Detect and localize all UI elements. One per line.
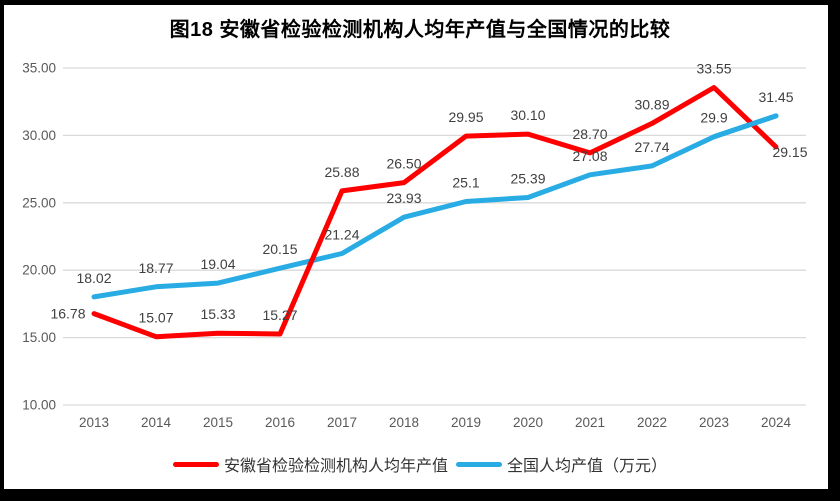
data-label: 29.15 [772,144,807,160]
series-line-1-top-segment [711,113,779,140]
x-axis-tick-label: 2019 [451,415,481,430]
legend-item-national-series: 全国人均产值（万元） [456,452,667,476]
x-axis-tick-label: 2020 [513,415,543,430]
x-axis-tick-label: 2022 [637,415,667,430]
x-axis-tick-label: 2014 [141,415,172,430]
data-label: 25.1 [452,175,479,191]
x-axis-tick-label: 2024 [761,415,792,430]
y-axis-tick-label: 15.00 [22,330,56,345]
data-label: 15.33 [200,306,235,322]
x-axis-tick-label: 2021 [575,415,605,430]
data-label: 29.9 [700,110,727,126]
data-label: 30.89 [634,96,669,112]
legend-label-anhui: 安徽省检验检测机构人均年产值 [223,458,448,475]
y-axis-tick-label: 30.00 [22,128,56,143]
data-label: 27.74 [634,139,669,155]
series-line-1 [91,113,779,300]
data-label: 33.55 [696,61,731,77]
data-label: 15.27 [262,307,297,323]
data-label: 27.08 [572,148,607,164]
data-label: 23.93 [386,190,421,206]
y-axis-tick-label: 35.00 [22,61,56,76]
x-axis-tick-label: 2018 [389,415,419,430]
data-label: 28.70 [572,126,607,142]
x-axis-tick-label: 2016 [265,415,295,430]
legend-swatch-blue-line [456,461,502,467]
data-label: 18.77 [138,260,173,276]
data-label: 18.02 [76,270,111,286]
y-axis-tick-label: 10.00 [22,398,56,413]
x-axis-tick-label: 2023 [699,415,729,430]
data-label: 29.95 [448,109,483,125]
data-label: 15.07 [138,310,173,326]
series-line-0 [91,85,779,340]
data-label: 30.10 [510,107,545,123]
data-label: 16.78 [50,306,85,322]
chart-title: 图18 安徽省检验检测机构人均年产值与全国情况的比较 [169,19,671,41]
data-label: 26.50 [386,156,421,172]
data-label: 25.39 [510,171,545,187]
x-axis-tick-label: 2013 [79,415,109,430]
legend-item-anhui-series: 安徽省检验检测机构人均年产值 [172,452,448,476]
data-label: 31.45 [758,89,793,105]
data-label: 19.04 [200,256,235,272]
x-axis-tick-label: 2015 [203,415,233,430]
chart-legend: 安徽省检验检测机构人均年产值 全国人均产值（万元） [0,452,840,476]
data-label: 21.24 [324,227,359,243]
legend-label-national: 全国人均产值（万元） [507,458,668,475]
legend-swatch-red-line [172,461,219,467]
data-label: 20.15 [262,241,297,257]
y-axis-tick-label: 20.00 [22,263,56,278]
x-axis-tick-label: 2017 [327,415,357,430]
y-axis-tick-label: 25.00 [22,195,56,210]
data-label: 25.88 [324,164,359,180]
